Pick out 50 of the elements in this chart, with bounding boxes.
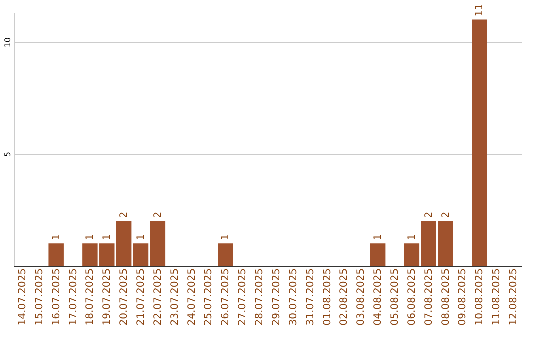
x-tick-label: 26.07.2025 (220, 268, 232, 326)
x-tick-label: 27.07.2025 (238, 268, 249, 326)
x-tick-label: 28.07.2025 (254, 268, 266, 326)
data-label: 2 (440, 212, 452, 218)
x-tick-label: 17.07.2025 (68, 268, 80, 326)
x-tick-label: 07.08.2025 (424, 268, 435, 326)
x-tick-label: 29.07.2025 (271, 268, 282, 326)
x-tick-label: 20.07.2025 (119, 268, 130, 326)
x-tick-label: 15.07.2025 (34, 268, 46, 326)
x-tick-label: 12.08.2025 (508, 268, 520, 326)
data-label: 1 (373, 234, 384, 241)
data-label: 1 (51, 234, 62, 241)
x-tick-label: 03.08.2025 (356, 268, 368, 326)
data-label: 1 (406, 234, 418, 241)
data-label: 2 (424, 212, 435, 218)
x-tick-label: 10.08.2025 (474, 268, 486, 326)
x-tick-label: 04.08.2025 (373, 268, 384, 326)
bar (218, 244, 234, 266)
x-tick-label: 11.08.2025 (492, 268, 503, 326)
data-label: 1 (220, 234, 232, 241)
data-label: 2 (152, 212, 164, 218)
x-tick-label: 30.07.2025 (288, 268, 300, 326)
x-tick-label: 14.07.2025 (17, 268, 28, 326)
data-label: 2 (119, 212, 130, 218)
x-tick-label: 24.07.2025 (186, 268, 198, 326)
data-label: 1 (136, 234, 147, 241)
data-label: 11 (474, 4, 486, 17)
x-tick-label: 08.08.2025 (440, 268, 452, 326)
x-tick-label: 31.07.2025 (305, 268, 316, 326)
x-tick-label: 25.07.2025 (204, 268, 215, 326)
data-label: 1 (85, 234, 96, 241)
x-tick-label: 01.08.2025 (322, 268, 334, 326)
bar (48, 244, 64, 266)
bar (370, 244, 386, 266)
data-label: 1 (102, 234, 114, 241)
x-tick-label: 21.07.2025 (136, 268, 147, 326)
x-tick-label: 02.08.2025 (339, 268, 350, 326)
x-tick-label: 05.08.2025 (390, 268, 401, 326)
x-tick-label: 09.08.2025 (458, 268, 469, 326)
bar (133, 244, 149, 266)
y-tick-label: 10 (4, 38, 12, 48)
y-tick-label: 5 (4, 152, 12, 158)
x-tick-label: 18.07.2025 (85, 268, 96, 326)
bar (150, 221, 166, 266)
x-tick-label: 06.08.2025 (406, 268, 418, 326)
x-tick-label: 22.07.2025 (152, 268, 164, 326)
bar (472, 20, 488, 266)
x-tick-label: 23.07.2025 (170, 268, 181, 326)
x-tick-label: 19.07.2025 (102, 268, 114, 326)
x-tick-label: 16.07.2025 (51, 268, 62, 326)
